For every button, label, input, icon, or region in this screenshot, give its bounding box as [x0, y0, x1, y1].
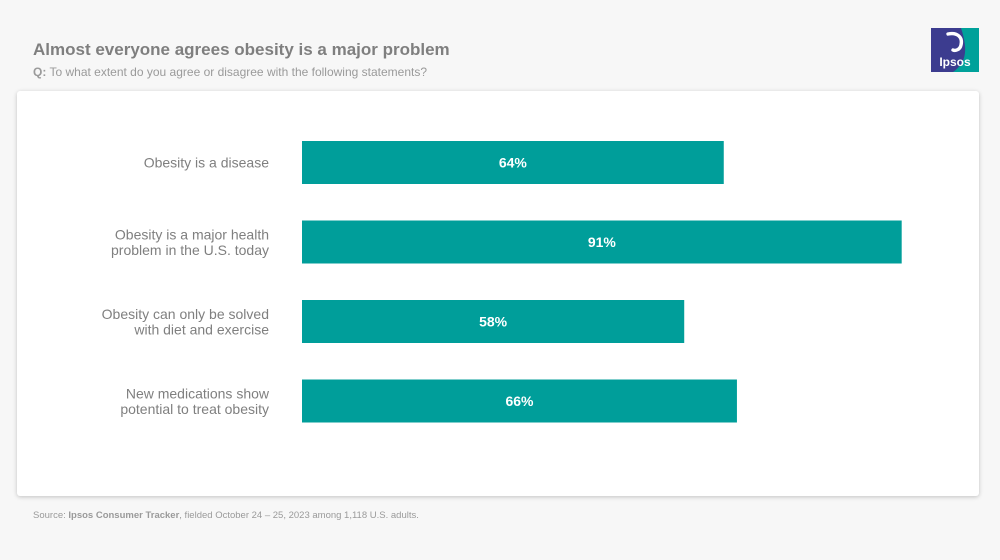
- bar-3: [302, 300, 685, 343]
- category-label-1: Obesity is a disease: [144, 155, 269, 171]
- page-title: Almost everyone agrees obesity is a majo…: [33, 40, 450, 59]
- bar-value-label-1: 64%: [499, 155, 528, 171]
- source-note: Source: Ipsos Consumer Tracker, fielded …: [33, 510, 419, 521]
- category-label-2: Obesity is a major health problem in the …: [111, 226, 269, 258]
- category-label-3: Obesity can only be solved with diet and …: [102, 306, 270, 338]
- question-text: To what extent do you agree or disagree …: [49, 65, 428, 79]
- bar-value-label-2: 91%: [588, 234, 617, 250]
- bar-value-label-4: 66%: [505, 393, 534, 409]
- ipsos-logo: Ipsos: [931, 28, 979, 72]
- bar-chart: 64% Obesity is a disease 91% Obesity is a m…: [102, 141, 902, 423]
- bar-2: [302, 220, 902, 264]
- source-suffix: , fielded October 24 – 25, 2023 among 1,…: [179, 510, 419, 521]
- survey-question: Q: To what extent do you agree or disagr…: [33, 65, 427, 79]
- category-label-4: New medications show potential to treat o…: [120, 385, 270, 417]
- chart-card: 64% Obesity is a disease 91% Obesity is a m…: [17, 91, 979, 496]
- source-name: Ipsos Consumer Tracker: [68, 510, 180, 521]
- bar-1: [302, 141, 724, 184]
- question-prefix: Q:: [33, 65, 47, 79]
- source-prefix: Source:: [33, 510, 69, 521]
- bar-4: [302, 379, 737, 423]
- logo-text: Ipsos: [939, 55, 971, 69]
- bar-value-label-3: 58%: [479, 314, 508, 330]
